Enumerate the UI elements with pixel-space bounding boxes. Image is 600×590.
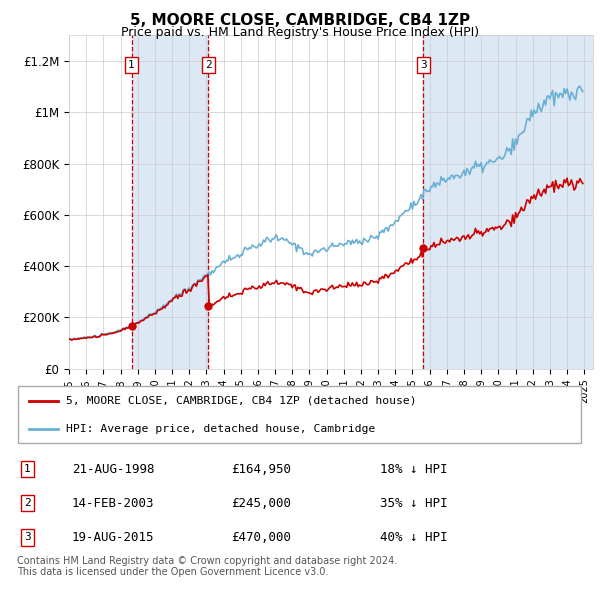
Text: 2: 2 xyxy=(24,498,31,508)
Text: 19-AUG-2015: 19-AUG-2015 xyxy=(72,530,155,544)
Bar xyxy=(424,35,593,369)
Text: 2: 2 xyxy=(205,60,212,70)
Text: 1: 1 xyxy=(24,464,31,474)
Text: 21-AUG-1998: 21-AUG-1998 xyxy=(72,463,155,476)
Text: £245,000: £245,000 xyxy=(232,497,292,510)
Text: Contains HM Land Registry data © Crown copyright and database right 2024.
This d: Contains HM Land Registry data © Crown c… xyxy=(17,556,397,578)
Text: £470,000: £470,000 xyxy=(232,530,292,544)
Text: £164,950: £164,950 xyxy=(232,463,292,476)
Text: 5, MOORE CLOSE, CAMBRIDGE, CB4 1ZP: 5, MOORE CLOSE, CAMBRIDGE, CB4 1ZP xyxy=(130,13,470,28)
Text: 1: 1 xyxy=(128,60,135,70)
Text: 3: 3 xyxy=(420,60,427,70)
Text: 5, MOORE CLOSE, CAMBRIDGE, CB4 1ZP (detached house): 5, MOORE CLOSE, CAMBRIDGE, CB4 1ZP (deta… xyxy=(66,396,417,406)
Text: HPI: Average price, detached house, Cambridge: HPI: Average price, detached house, Camb… xyxy=(66,424,376,434)
Text: 35% ↓ HPI: 35% ↓ HPI xyxy=(380,497,448,510)
Text: Price paid vs. HM Land Registry's House Price Index (HPI): Price paid vs. HM Land Registry's House … xyxy=(121,26,479,39)
Text: 3: 3 xyxy=(24,532,31,542)
Text: 14-FEB-2003: 14-FEB-2003 xyxy=(72,497,155,510)
Text: 18% ↓ HPI: 18% ↓ HPI xyxy=(380,463,448,476)
Text: 40% ↓ HPI: 40% ↓ HPI xyxy=(380,530,448,544)
FancyBboxPatch shape xyxy=(18,386,581,443)
Bar xyxy=(131,35,208,369)
